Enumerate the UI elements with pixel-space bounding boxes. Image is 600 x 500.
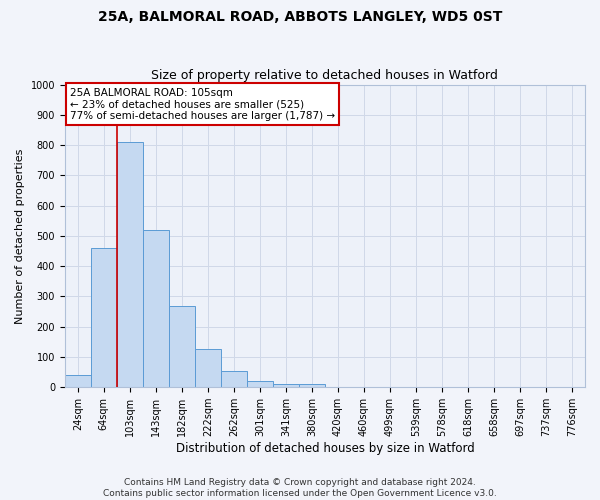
Bar [221,370,247,387]
Bar [65,375,91,387]
Bar [169,306,195,387]
Text: Contains HM Land Registry data © Crown copyright and database right 2024.
Contai: Contains HM Land Registry data © Crown c… [103,478,497,498]
X-axis label: Distribution of detached houses by size in Watford: Distribution of detached houses by size … [176,442,474,455]
Bar [117,142,143,387]
Bar [299,384,325,387]
Bar [273,384,299,387]
Bar [247,380,273,387]
Bar [91,248,117,387]
Bar [143,230,169,387]
Text: 25A, BALMORAL ROAD, ABBOTS LANGLEY, WD5 0ST: 25A, BALMORAL ROAD, ABBOTS LANGLEY, WD5 … [98,10,502,24]
Title: Size of property relative to detached houses in Watford: Size of property relative to detached ho… [151,69,499,82]
Text: 25A BALMORAL ROAD: 105sqm
← 23% of detached houses are smaller (525)
77% of semi: 25A BALMORAL ROAD: 105sqm ← 23% of detac… [70,88,335,121]
Y-axis label: Number of detached properties: Number of detached properties [15,148,25,324]
Bar [195,350,221,387]
